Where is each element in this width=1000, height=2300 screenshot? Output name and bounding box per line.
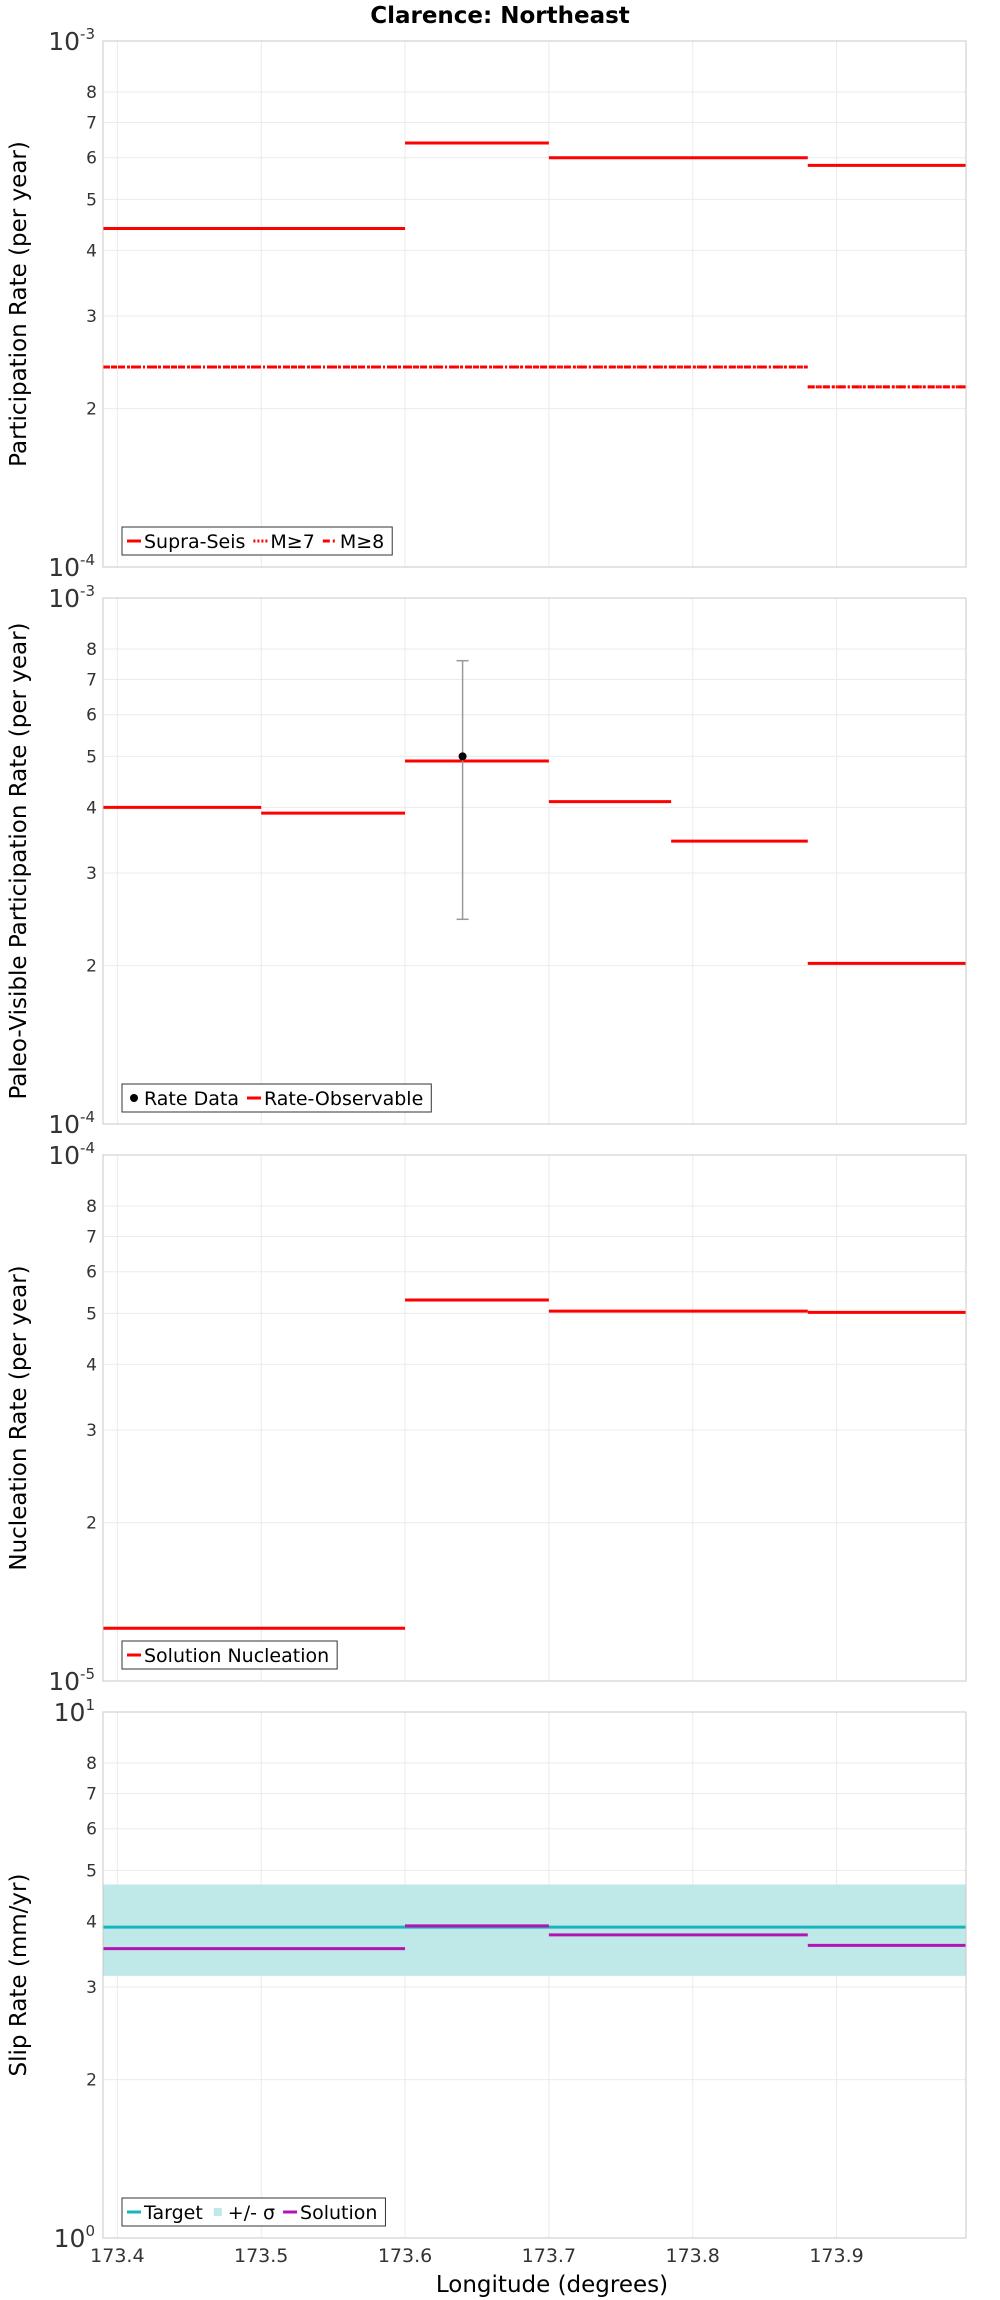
y-tick-label-bottom: 10-4 (48, 551, 95, 582)
legend-swatch (213, 2208, 222, 2216)
y-tick-label-top: 10-3 (48, 582, 95, 613)
y-tick-label: 7 (86, 113, 97, 133)
y-tick-label: 4 (86, 241, 97, 261)
y-tick-label: 2 (86, 2071, 97, 2091)
legend-frame (121, 2197, 386, 2227)
y-tick-label: 6 (86, 1263, 97, 1283)
y-tick-label: 6 (86, 706, 97, 726)
legend-label: Rate-Observable (264, 1088, 423, 1110)
y-tick-label: 6 (86, 149, 97, 169)
y-tick-label: 6 (86, 1820, 97, 1840)
y-tick-label: 8 (86, 640, 97, 660)
chart-title: Clarence: Northeast (370, 3, 630, 29)
series-rate-observable (103, 759, 966, 965)
panel-1: 2 3 4 5 6 7 8 10-3 10-4 Participation Rate (per y… (6, 25, 967, 582)
y-tick-label-top: 101 (54, 1696, 95, 1727)
legend-label: Rate Data (144, 1088, 239, 1110)
series-solution (103, 1924, 966, 1951)
sigma-band (103, 1884, 966, 1976)
legend-frame (121, 1083, 432, 1113)
plot-area (103, 598, 966, 1124)
y-tick-label: 7 (86, 670, 97, 690)
legend-label: +/- σ (228, 2202, 275, 2224)
y-tick-label: 3 (86, 307, 97, 327)
legend: Target +/- σ Solution (121, 2197, 386, 2227)
y-tick-label: 4 (86, 1912, 97, 1932)
y-tick-label: 5 (86, 1304, 97, 1324)
y-tick-label: 8 (86, 1754, 97, 1774)
x-tick-label: 173.6 (378, 2245, 432, 2267)
y-tick-label: 8 (86, 1197, 97, 1217)
plot-area (103, 41, 966, 567)
plot-frame (102, 597, 967, 1125)
legend-label: Target (143, 2202, 203, 2224)
x-tick-label: 173.8 (666, 2245, 720, 2267)
plot-area (103, 1155, 966, 1681)
series-m-8 (103, 365, 966, 389)
y-axis-title: Participation Rate (per year) (6, 141, 32, 467)
y-tick-label-bottom: 100 (54, 2222, 95, 2253)
panel-4: 2 3 4 5 6 7 8 101 100 Slip Rate (mm/yr) Target +/- … (6, 1696, 967, 2267)
legend-label: Supra-Seis (144, 531, 245, 553)
panel-3: 2 3 4 5 6 7 8 10-4 10-5 Nucleation Rate (per year… (6, 1139, 967, 1696)
plot-frame (102, 40, 967, 568)
legend-label: Solution (300, 2202, 377, 2224)
y-tick-label: 2 (86, 957, 97, 977)
legend-frame (121, 1640, 338, 1670)
legend-label: M≥7 (270, 531, 314, 553)
y-tick-label: 7 (86, 1227, 97, 1247)
series-solution-nucleation (103, 1298, 966, 1630)
x-axis-title: Longitude (degrees) (436, 2272, 668, 2298)
x-tick-label: 173.7 (522, 2245, 576, 2267)
x-tick-label: 173.9 (809, 2245, 863, 2267)
y-tick-label: 5 (86, 190, 97, 210)
y-tick-label: 5 (86, 1861, 97, 1881)
y-tick-label-bottom: 10-5 (48, 1665, 95, 1696)
data-point (458, 752, 467, 761)
legend-label: M≥8 (340, 531, 384, 553)
legend: Supra-Seis M≥7 M≥8 (121, 526, 393, 556)
y-tick-label: 2 (86, 1514, 97, 1534)
series-supra-seis (103, 141, 966, 231)
legend-swatch (130, 1094, 138, 1102)
y-axis-title: Nucleation Rate (per year) (6, 1265, 32, 1570)
y-tick-label: 3 (86, 1978, 97, 1998)
y-tick-label: 4 (86, 1355, 97, 1375)
y-tick-label: 3 (86, 864, 97, 884)
plot-frame (102, 1711, 967, 2239)
legend-frame (121, 526, 393, 556)
y-tick-label: 4 (86, 798, 97, 818)
legend: Solution Nucleation (121, 1640, 338, 1670)
panel-2: 2 3 4 5 6 7 8 10-3 10-4 Paleo-Visible Participati… (6, 582, 967, 1139)
y-tick-label-top: 10-4 (48, 1139, 95, 1170)
plot-frame (102, 1154, 967, 1682)
y-tick-label-bottom: 10-4 (48, 1108, 95, 1139)
y-tick-label: 7 (86, 1784, 97, 1804)
legend-label: Solution Nucleation (144, 1645, 329, 1667)
y-tick-label: 8 (86, 83, 97, 103)
legend: Rate Data Rate-Observable (121, 1083, 432, 1113)
y-axis-title: Slip Rate (mm/yr) (6, 1874, 32, 2077)
series-m-7 (103, 365, 966, 389)
y-tick-label: 2 (86, 400, 97, 420)
x-tick-label: 173.5 (234, 2245, 288, 2267)
y-tick-label: 3 (86, 1421, 97, 1441)
x-tick-label: 173.4 (90, 2245, 144, 2267)
y-tick-label-top: 10-3 (48, 25, 95, 56)
y-tick-label: 5 (86, 747, 97, 767)
y-axis-title: Paleo-Visible Participation Rate (per ye… (6, 622, 32, 1099)
